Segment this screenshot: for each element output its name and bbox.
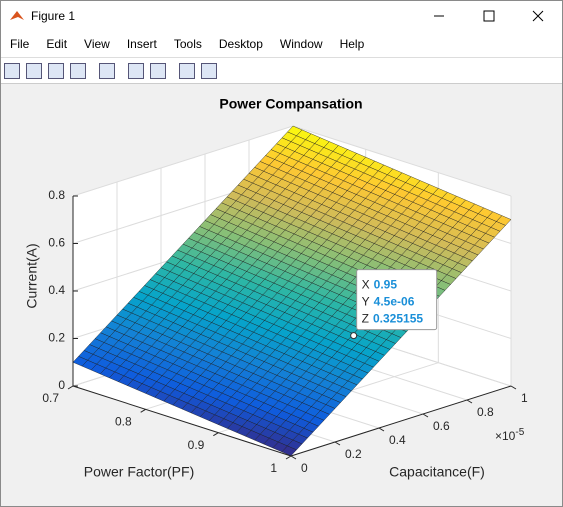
x-axis-label: Power Factor(PF) [84, 464, 194, 480]
y-tick-label: 0.6 [433, 419, 450, 433]
y-tick-label: 0 [301, 461, 308, 475]
title-bar: Figure 1 [1, 1, 562, 31]
tool-colorbar[interactable] [128, 62, 144, 79]
tick-mark [466, 399, 473, 404]
window-title: Figure 1 [31, 9, 76, 23]
datatip-value: 0.325155 [373, 312, 423, 326]
tick-mark [67, 385, 74, 390]
menu-item[interactable]: Window [279, 37, 323, 51]
tick-mark [213, 432, 219, 437]
tick-mark [334, 441, 341, 446]
tick-mark [285, 455, 292, 460]
tool-inspector[interactable] [201, 62, 217, 79]
surface-patch [281, 445, 297, 457]
tick-mark [510, 385, 517, 390]
tool-save[interactable] [48, 62, 64, 79]
z-tick-label: 0.6 [48, 236, 65, 250]
datatip-marker [350, 332, 358, 340]
tick-mark [422, 413, 429, 418]
menu-item[interactable]: Desktop [218, 37, 263, 51]
datatip: X 0.95 Y 4.5e-06 Z 0.325155 [350, 269, 438, 340]
grid-line [72, 125, 294, 197]
y-exponent: ×10-5 [495, 427, 525, 444]
z-tick-label: 0 [58, 378, 65, 392]
datatip-name: Y [362, 295, 370, 309]
z-tick-label: 0.4 [48, 283, 65, 297]
y-tick-label: 0.2 [345, 447, 362, 461]
tool-legend[interactable] [150, 62, 166, 79]
y-tick-label: 0.8 [477, 405, 494, 419]
chart: Power Compansation Current(A) Power Fact… [24, 96, 528, 480]
grid-line [292, 125, 512, 197]
menu-item[interactable]: View [84, 37, 110, 51]
datatip-row: Z 0.325155 [362, 312, 424, 326]
chart-title: Power Compansation [219, 96, 362, 112]
x-tick-label: 0.7 [42, 391, 59, 405]
x-tick-label: 0.8 [115, 415, 132, 429]
tick-mark [378, 427, 385, 432]
menu-item[interactable]: Insert [126, 37, 157, 51]
window-controls[interactable] [422, 6, 562, 26]
exponent-base: ×10 [495, 429, 516, 443]
x-tick-label: 0.9 [188, 438, 205, 452]
axis-line [72, 385, 292, 457]
y-axis-label: Capacitance(F) [389, 464, 485, 480]
datatip-box [356, 269, 438, 331]
datatip-name: X [362, 278, 370, 292]
tool-open[interactable] [26, 62, 42, 79]
y-tick-label: 1 [521, 391, 528, 405]
datatip-row: Y 4.5e-06 [362, 295, 415, 309]
toolbar [1, 57, 562, 84]
datatip-row: X 0.95 [362, 278, 398, 292]
tool-print[interactable] [70, 62, 86, 79]
datatip-value: 4.5e-06 [374, 295, 415, 309]
app-icon [10, 11, 24, 20]
tool-new[interactable] [4, 62, 20, 79]
datatip-name: Z [362, 312, 369, 326]
tick-mark [290, 455, 297, 460]
tool-pointer[interactable] [179, 62, 195, 79]
y-tick-label: 0.4 [389, 433, 406, 447]
datatip-value: 0.95 [374, 278, 398, 292]
z-tick-label: 0.2 [48, 331, 65, 345]
z-axis-label: Current(A) [24, 243, 40, 308]
tick-mark [140, 408, 146, 413]
z-tick-label: 0.8 [48, 188, 65, 202]
menu-item[interactable]: File [10, 37, 30, 51]
axis-line [290, 385, 512, 457]
x-tick-label: 1 [270, 461, 277, 475]
menu-bar: File Edit View Insert Tools Desktop Window Help [1, 31, 562, 57]
tool-link[interactable] [99, 62, 115, 79]
menu-item[interactable]: Help [339, 37, 365, 51]
menu-item[interactable]: Edit [46, 37, 68, 51]
exponent-power: -5 [515, 427, 524, 438]
menu-item[interactable]: Tools [173, 37, 202, 51]
